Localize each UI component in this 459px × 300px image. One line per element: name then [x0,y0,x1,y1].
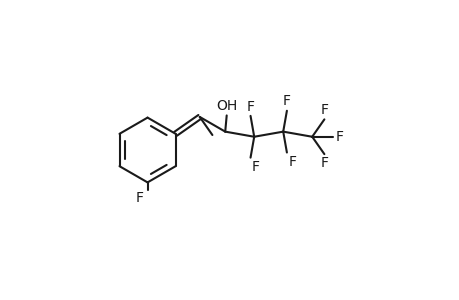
Text: F: F [252,160,259,174]
Text: F: F [136,190,144,205]
Text: OH: OH [216,98,237,112]
Text: F: F [335,130,343,144]
Text: F: F [282,94,290,108]
Text: F: F [319,103,328,117]
Text: F: F [288,155,296,169]
Text: F: F [246,100,254,113]
Text: F: F [319,157,328,170]
